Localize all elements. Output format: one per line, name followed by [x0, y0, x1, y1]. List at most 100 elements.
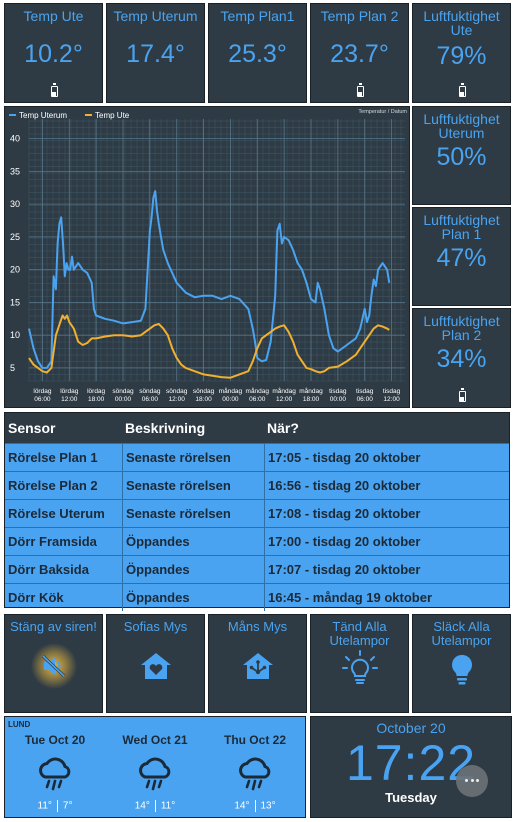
forecast-low: 11°	[160, 800, 176, 812]
forecast-low: 7°	[62, 800, 73, 812]
sofias-mys-button[interactable]: Sofias Mys	[106, 614, 205, 713]
tile-value: 34%	[436, 345, 487, 373]
tile-humidity-ute[interactable]: Luftfuktighet Ute 79%	[412, 3, 511, 103]
weather-forecast[interactable]: LUND Tue Oct 20 11° 7° Wed Oct 21 14° 11° …	[4, 716, 306, 818]
rain-cloud-icon	[139, 757, 171, 791]
cell-description: Öppandes	[122, 584, 264, 611]
forecast-high: 14°	[134, 800, 150, 812]
home-heart-icon	[140, 653, 171, 679]
tile-value: 47%	[436, 244, 487, 272]
x-tick-label: tisdag	[329, 388, 347, 395]
light-all-outdoor-button[interactable]: Tänd Alla Utelampor	[310, 614, 409, 713]
x-tick-label: 00:00	[330, 396, 347, 403]
x-tick-label: 12:00	[61, 396, 78, 403]
table-row: Rörelse Plan 2 Senaste rörelsen 16:56 - …	[5, 471, 509, 499]
cell-description: Senaste rörelsen	[122, 444, 264, 471]
header-when: När?	[267, 420, 299, 436]
x-tick-label: måndag	[299, 387, 323, 395]
weather-location: LUND	[8, 720, 31, 729]
more-options-button[interactable]	[456, 765, 488, 797]
clock-weekday: Tuesday	[385, 790, 437, 805]
sensor-table: Sensor Beskrivning När? Rörelse Plan 1 S…	[4, 412, 510, 611]
header-description: Beskrivning	[125, 420, 206, 436]
rain-cloud-icon	[239, 757, 271, 791]
button-label: Tänd Alla Utelampor	[329, 619, 390, 648]
table-row: Dörr Kök Öppandes 16:45 - måndag 19 okto…	[5, 583, 509, 611]
button-label: Måns Mys	[227, 619, 288, 634]
series-line-temp-ute	[28, 314, 390, 379]
speaker-muted-icon	[30, 643, 77, 689]
cell-when: 17:05 - tisdag 20 oktober	[264, 444, 509, 471]
clock-date: October 20	[376, 720, 446, 736]
battery-icon	[50, 83, 58, 97]
tile-value: 25.3°	[228, 40, 287, 68]
tile-temp-ute[interactable]: Temp Ute 10.2°	[4, 3, 103, 103]
tile-humidity-plan1[interactable]: Luftfuktighet Plan 1 47%	[412, 207, 511, 306]
temperature-chart-svg: 510152025303540lördag06:00lördag12:00lör…	[9, 109, 407, 403]
x-tick-label: 18:00	[195, 396, 212, 403]
tile-temp-uterum[interactable]: Temp Uterum 17.4°	[106, 3, 205, 103]
cell-when: 16:56 - tisdag 20 oktober	[264, 472, 509, 499]
button-label: Stäng av siren!	[10, 619, 97, 634]
x-tick-label: 06:00	[249, 396, 266, 403]
x-tick-label: 06:00	[142, 396, 159, 403]
x-tick-label: måndag	[272, 387, 296, 395]
forecast-temps: 11° 7°	[5, 800, 105, 812]
temperature-chart: 5 10 15 20 25 30 35 40 lördag 06:00 lördag 12:00 lör…	[4, 106, 410, 408]
y-tick-label: 20	[10, 265, 20, 275]
cell-sensor: Dörr Kök	[8, 590, 64, 605]
y-tick-label: 30	[10, 199, 20, 209]
y-tick-label: 25	[10, 232, 20, 242]
cell-description: Senaste rörelsen	[122, 472, 264, 499]
series-line-temp-uterum	[28, 190, 391, 369]
cell-sensor: Dörr Framsida	[8, 534, 97, 549]
forecast-high: 14°	[234, 800, 250, 812]
button-label: Släck Alla Utelampor	[431, 619, 492, 648]
x-tick-label: 06:00	[357, 396, 374, 403]
header-sensor: Sensor	[8, 420, 56, 436]
cell-description: Öppandes	[122, 556, 264, 583]
cell-sensor: Rörelse Plan 2	[8, 478, 98, 493]
forecast-high: 11°	[37, 800, 52, 812]
table-row: Dörr Framsida Öppandes 17:00 - tisdag 20…	[5, 527, 509, 555]
y-tick-label: 10	[10, 330, 20, 340]
lightbulb-on-icon	[341, 650, 378, 684]
x-tick-label: 12:00	[276, 396, 293, 403]
siren-off-button[interactable]: Stäng av siren!	[4, 614, 103, 713]
forecast-day-name: Tue Oct 20	[24, 733, 86, 747]
forecast-day: Wed Oct 21 14° 11°	[105, 733, 205, 812]
mans-mys-button[interactable]: Måns Mys	[208, 614, 307, 713]
table-header: Sensor Beskrivning När?	[5, 413, 509, 443]
clock-time: 17:22	[345, 735, 477, 791]
x-tick-label: lördag	[60, 388, 78, 395]
battery-icon	[356, 83, 364, 97]
turn-off-all-outdoor-button[interactable]: Släck Alla Utelampor	[412, 614, 511, 713]
rain-cloud-icon	[39, 757, 71, 791]
home-automation-icon	[242, 653, 273, 679]
tile-title: Temp Plan1	[220, 8, 295, 24]
tile-title: Temp Uterum	[113, 8, 198, 24]
cell-when: 17:00 - tisdag 20 oktober	[264, 528, 509, 555]
tile-temp-plan1[interactable]: Temp Plan1 25.3°	[208, 3, 307, 103]
tile-title: Temp Plan 2	[320, 8, 399, 24]
legend-label: Temp Uterum	[19, 111, 67, 120]
x-tick-label: tisdag	[356, 388, 374, 395]
x-tick-label: 18:00	[88, 396, 105, 403]
tile-humidity-plan2[interactable]: Luftfuktighet Plan 2 34%	[412, 308, 511, 408]
chart-title: Temperatur / Datum	[358, 109, 407, 115]
cell-sensor: Rörelse Plan 1	[8, 450, 98, 465]
x-tick-label: måndag	[219, 387, 243, 395]
forecast-day: Thu Oct 22 14° 13°	[205, 733, 305, 812]
tile-value: 10.2°	[24, 40, 83, 68]
tile-temp-plan2[interactable]: Temp Plan 2 23.7°	[310, 3, 409, 103]
x-tick-label: 06:00	[34, 396, 51, 403]
cell-when: 16:45 - måndag 19 oktober	[264, 584, 509, 611]
cell-when: 17:07 - tisdag 20 oktober	[264, 556, 509, 583]
tile-humidity-uterum[interactable]: Luftfuktighet Uterum 50%	[412, 106, 511, 205]
tile-title: Luftfuktighet Uterum	[423, 111, 500, 141]
cell-description: Öppandes	[122, 528, 264, 555]
x-tick-label: 00:00	[222, 396, 239, 403]
lightbulb-icon	[451, 654, 472, 685]
x-tick-label: lördag	[33, 388, 51, 395]
x-tick-label: 12:00	[383, 396, 400, 403]
